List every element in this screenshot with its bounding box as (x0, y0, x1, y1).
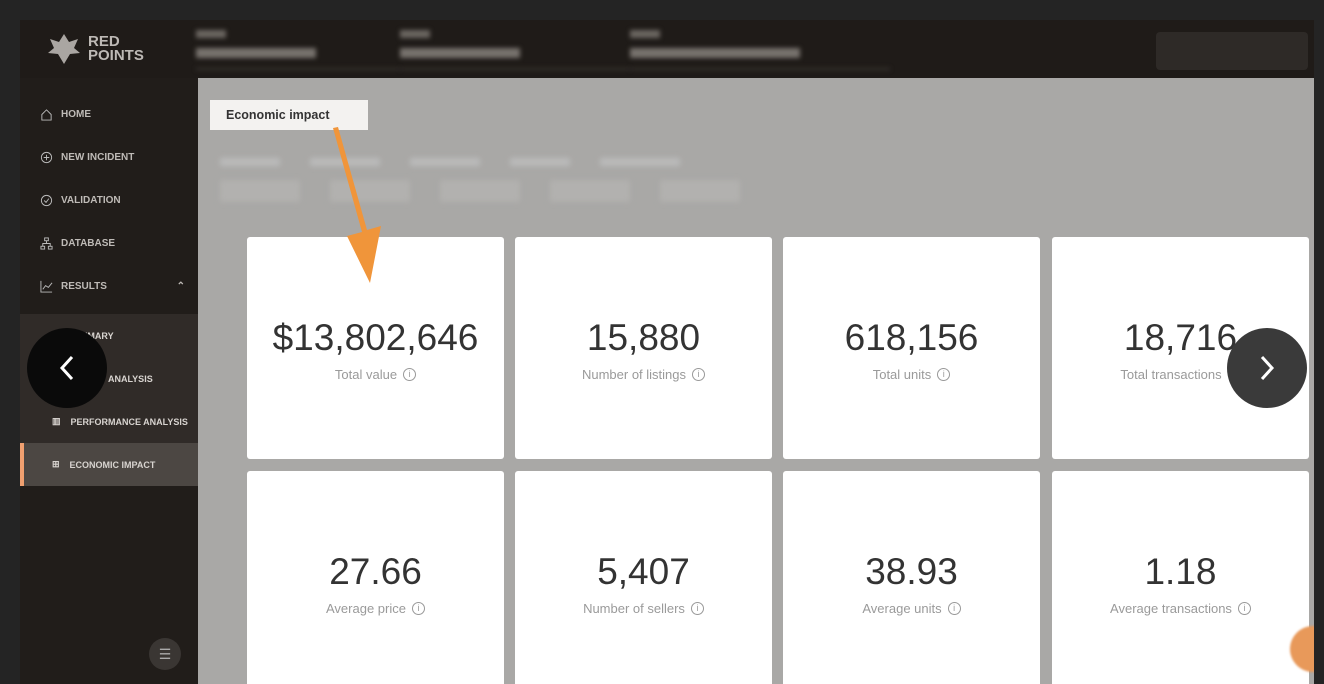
main-content: Economic impact $13,802,646 Total value i 1… (198, 78, 1314, 684)
plus-circle-icon (40, 151, 53, 164)
collapse-sidebar-button[interactable]: ☰ (149, 638, 181, 670)
info-icon[interactable]: i (411, 602, 425, 615)
check-circle-icon (40, 194, 53, 207)
sidebar-item-label: RESULT ANALYSIS (70, 373, 153, 384)
callout-label: Economic impact (210, 100, 368, 130)
line-chart-icon (40, 280, 53, 293)
metric-value: 1.18 (1144, 551, 1217, 592)
header-action-button[interactable] (1156, 32, 1308, 70)
hierarchy-icon (40, 237, 53, 250)
carousel-next-button[interactable] (1227, 328, 1307, 408)
filter-dropdown-1[interactable] (196, 26, 400, 70)
metric-label: Average transactions (1110, 601, 1232, 616)
red-points-logo-icon (48, 34, 80, 64)
metric-label: Total units (872, 367, 932, 382)
info-icon[interactable]: i (692, 368, 706, 381)
sidebar-item-results[interactable]: RESULTS ⌃ (40, 280, 185, 293)
metric-value: $13,802,646 (272, 317, 479, 358)
sidebar-item-label: VALIDATION (61, 195, 121, 206)
sidebar-item-label: PERFORMANCE ANALYSIS (70, 416, 188, 427)
info-icon[interactable]: i (1237, 602, 1251, 615)
logo: RED POINTS (46, 32, 144, 66)
sidebar-item-database[interactable]: DATABASE (40, 237, 115, 250)
metric-card: 5,407 Number of sellers i (515, 471, 772, 684)
metric-value: 27.66 (329, 551, 422, 592)
info-icon[interactable]: i (403, 368, 417, 381)
metric-label: Number of sellers (583, 601, 685, 616)
metric-value: 18,716 (1123, 317, 1238, 358)
app-window: RED POINTS HOME NEW INCIDENT VALIDATION D… (20, 20, 1314, 684)
filter-dropdown-2[interactable] (400, 26, 630, 70)
sidebar-item-label: RESULTS (61, 281, 107, 292)
metric-value: 5,407 (597, 551, 690, 592)
collapse-menu-icon: ☰ (158, 646, 172, 662)
sidebar-item-label: ECONOMIC IMPACT (69, 459, 156, 470)
filter-dropdown-3[interactable] (630, 26, 890, 70)
metric-card: 15,880 Number of listings i (515, 237, 772, 459)
header: RED POINTS (20, 20, 1314, 78)
sidebar-item-new-incident[interactable]: NEW INCIDENT (40, 151, 134, 164)
chevron-right-icon (1260, 355, 1275, 381)
home-icon (41, 109, 52, 121)
sidebar-item-home[interactable]: HOME (40, 108, 91, 121)
info-icon[interactable]: i (947, 602, 961, 615)
metric-card: $13,802,646 Total value i (247, 237, 504, 459)
sidebar-subitem-performance-analysis[interactable]: ▥ PERFORMANCE ANALYSIS (20, 400, 198, 443)
metric-card: 618,156 Total units i (783, 237, 1040, 459)
brand-line2: POINTS (88, 47, 144, 64)
chevron-left-icon (59, 355, 74, 381)
sidebar-item-label: DATABASE (61, 238, 116, 249)
metric-label: Average price (326, 601, 406, 616)
carousel-prev-button[interactable] (27, 328, 107, 408)
metric-value: 38.93 (865, 551, 958, 592)
metric-card: 27.66 Average price i (247, 471, 504, 684)
metric-card: 38.93 Average units i (783, 471, 1040, 684)
metric-value: 618,156 (844, 317, 979, 358)
metric-label: Average units (862, 601, 942, 616)
metric-card: 1.18 Average transactions i (1052, 471, 1309, 684)
sidebar-item-label: HOME (61, 109, 91, 120)
sidebar-item-validation[interactable]: VALIDATION (40, 194, 121, 207)
info-icon[interactable]: i (690, 602, 704, 615)
sidebar-item-label: NEW INCIDENT (61, 152, 135, 163)
grid-icon: ⊞ (52, 459, 60, 469)
metric-value: 15,880 (586, 317, 701, 358)
arrow-icon (333, 127, 381, 283)
sidebar: HOME NEW INCIDENT VALIDATION DATABASE RE… (20, 78, 198, 684)
metric-label: Number of listings (581, 367, 687, 382)
metric-label: Total transactions (1120, 367, 1222, 382)
metric-label: Total value (334, 367, 398, 382)
chevron-up-icon: ⌃ (176, 281, 185, 292)
sidebar-subitem-economic-impact[interactable]: ⊞ ECONOMIC IMPACT (20, 443, 198, 486)
brand-line1: RED (88, 33, 120, 50)
info-icon[interactable]: i (937, 368, 951, 381)
bar-chart-icon: ▥ (52, 416, 61, 426)
